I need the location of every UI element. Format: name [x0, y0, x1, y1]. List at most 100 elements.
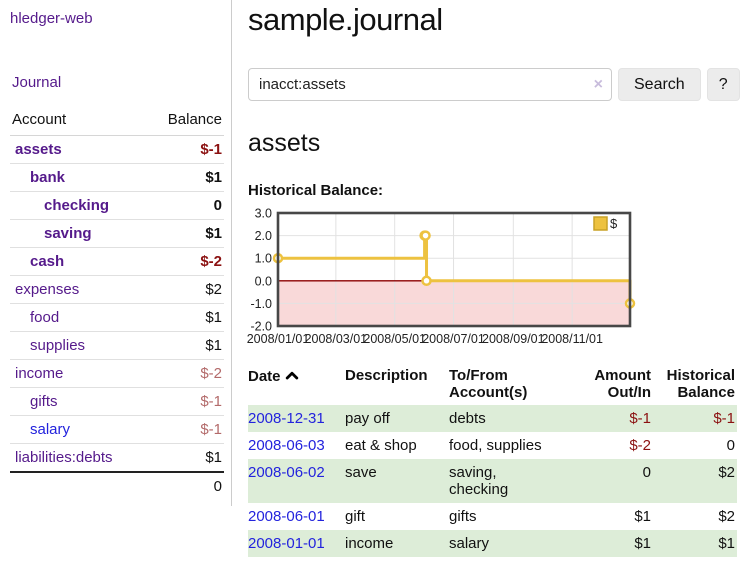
transactions-table: Date Description To/From Account(s) Amou…	[248, 363, 737, 557]
account-balance: $-1	[147, 415, 224, 444]
col-balance[interactable]: Historical Balance	[666, 367, 735, 401]
account-balance: $1	[147, 163, 224, 192]
y-tick-label: 2.0	[255, 229, 272, 243]
accounts-col-balance: Balance	[147, 105, 224, 136]
transaction-date-link[interactable]: 2008-06-01	[248, 508, 325, 525]
transaction-date-link[interactable]: 2008-06-03	[248, 437, 325, 454]
account-row: assets $-1	[10, 135, 224, 164]
transaction-accounts: gifts	[449, 508, 477, 525]
x-tick-label: 2008/03/01	[305, 332, 368, 346]
legend-label: $	[610, 216, 618, 231]
transactions-header-row: Date Description To/From Account(s) Amou…	[248, 363, 737, 405]
account-link[interactable]: cash	[30, 253, 65, 270]
transaction-accounts: saving, checking	[449, 464, 509, 498]
account-balance: $-2	[147, 359, 224, 388]
account-link[interactable]: gifts	[30, 393, 58, 410]
account-balance: $-2	[147, 247, 224, 276]
account-link[interactable]: expenses	[15, 281, 80, 298]
clear-search-icon[interactable]: ×	[593, 76, 603, 93]
account-balance: $2	[147, 275, 224, 304]
account-balance: 0	[147, 191, 224, 220]
col-accounts[interactable]: To/From Account(s)	[449, 367, 528, 401]
x-tick-label: 2008/09/01	[482, 332, 545, 346]
main-content: sample.journal × Search ? assets Histori…	[232, 0, 742, 557]
account-row: checking 0	[10, 191, 224, 220]
transaction-balance: $-1	[713, 410, 735, 427]
account-link[interactable]: saving	[44, 225, 92, 242]
x-tick-label: 2008/01/01	[247, 332, 310, 346]
transaction-accounts: salary	[449, 535, 490, 552]
account-row: cash $-2	[10, 247, 224, 276]
account-row: liabilities:debts $1	[10, 443, 224, 473]
y-tick-label: 3.0	[255, 207, 272, 221]
account-row: supplies $1	[10, 331, 224, 360]
plot-border	[276, 211, 632, 328]
chart-title: Historical Balance:	[248, 182, 384, 199]
transaction-row: 2008-12-31 pay off debts $-1 $-1	[248, 405, 737, 432]
search-help-button[interactable]: ?	[706, 68, 740, 101]
account-link[interactable]: assets	[15, 141, 62, 158]
x-tick-label: 2008/07/01	[422, 332, 485, 346]
transaction-date-link[interactable]: 2008-12-31	[248, 410, 325, 427]
transaction-amount: 0	[642, 464, 651, 481]
account-row: food $1	[10, 303, 224, 332]
account-row: bank $1	[10, 163, 224, 192]
accounts-header-row: Account Balance	[10, 105, 224, 136]
account-balance: $-1	[147, 387, 224, 416]
account-balance: $1	[147, 303, 224, 332]
accounts-total-row: 0	[10, 471, 224, 500]
page-title: sample.journal	[248, 2, 443, 37]
data-point-marker	[421, 275, 432, 287]
page: hledger-web Journal Account Balance asse…	[10, 0, 742, 557]
account-link[interactable]: food	[30, 309, 60, 326]
account-link[interactable]: bank	[30, 169, 66, 186]
transaction-description: pay off	[345, 410, 390, 427]
transaction-date-link[interactable]: 2008-01-01	[248, 535, 325, 552]
search-input[interactable]	[248, 68, 612, 101]
account-row: expenses $2	[10, 275, 224, 304]
sort-ascending-icon	[285, 367, 299, 384]
historical-balance-chart: 3.0 2.0 1.0 0.0 -1.0 -2.0 2008/01/01 2008/03/01…	[247, 207, 640, 347]
transaction-description: save	[345, 464, 377, 481]
search-input-wrap: ×	[248, 68, 612, 101]
transaction-accounts: food, supplies	[449, 437, 542, 454]
app-brand-link[interactable]: hledger-web	[10, 10, 93, 27]
search-button[interactable]: Search	[618, 68, 701, 101]
account-balance: $1	[147, 331, 224, 360]
transaction-description: income	[345, 535, 394, 552]
sidebar-item-journal[interactable]: Journal	[12, 74, 62, 91]
account-row: saving $1	[10, 219, 224, 248]
account-balance: $1	[147, 443, 224, 473]
transaction-date-link[interactable]: 2008-06-02	[248, 464, 325, 481]
transaction-amount: $1	[634, 535, 651, 552]
account-balance: $1	[147, 219, 224, 248]
account-balance: $-1	[147, 135, 224, 164]
transaction-description: gift	[345, 508, 366, 525]
transaction-row: 2008-06-02 save saving, checking 0 $2	[248, 459, 737, 503]
col-amount[interactable]: Amount Out/In	[594, 367, 651, 401]
col-description[interactable]: Description	[345, 367, 428, 384]
data-point-marker	[420, 230, 431, 241]
accounts-total-value: 0	[147, 471, 224, 500]
account-link[interactable]: supplies	[30, 337, 86, 354]
x-tick-label: 2008/11/01	[541, 332, 603, 346]
y-tick-label: -1.0	[250, 297, 272, 311]
account-link[interactable]: salary	[30, 421, 71, 438]
transaction-description: eat & shop	[345, 437, 417, 454]
col-date[interactable]: Date	[248, 363, 345, 405]
legend-swatch	[593, 216, 608, 231]
account-link[interactable]: liabilities:debts	[15, 449, 113, 466]
transaction-row: 2008-06-03 eat & shop food, supplies $-2…	[248, 432, 737, 459]
x-tick-label: 2008/05/01	[363, 332, 426, 346]
transaction-row: 2008-01-01 income salary $1 $1	[248, 530, 737, 557]
transaction-balance: $1	[718, 535, 735, 552]
transaction-accounts: debts	[449, 410, 486, 427]
account-row: salary $-1	[10, 415, 224, 444]
transaction-row: 2008-06-01 gift gifts $1 $2	[248, 503, 737, 530]
transaction-balance: $2	[718, 508, 735, 525]
account-row: gifts $-1	[10, 387, 224, 416]
account-link[interactable]: income	[15, 365, 64, 382]
y-tick-label: 0.0	[255, 274, 272, 288]
y-tick-label: -2.0	[250, 320, 272, 334]
account-link[interactable]: checking	[44, 197, 110, 214]
